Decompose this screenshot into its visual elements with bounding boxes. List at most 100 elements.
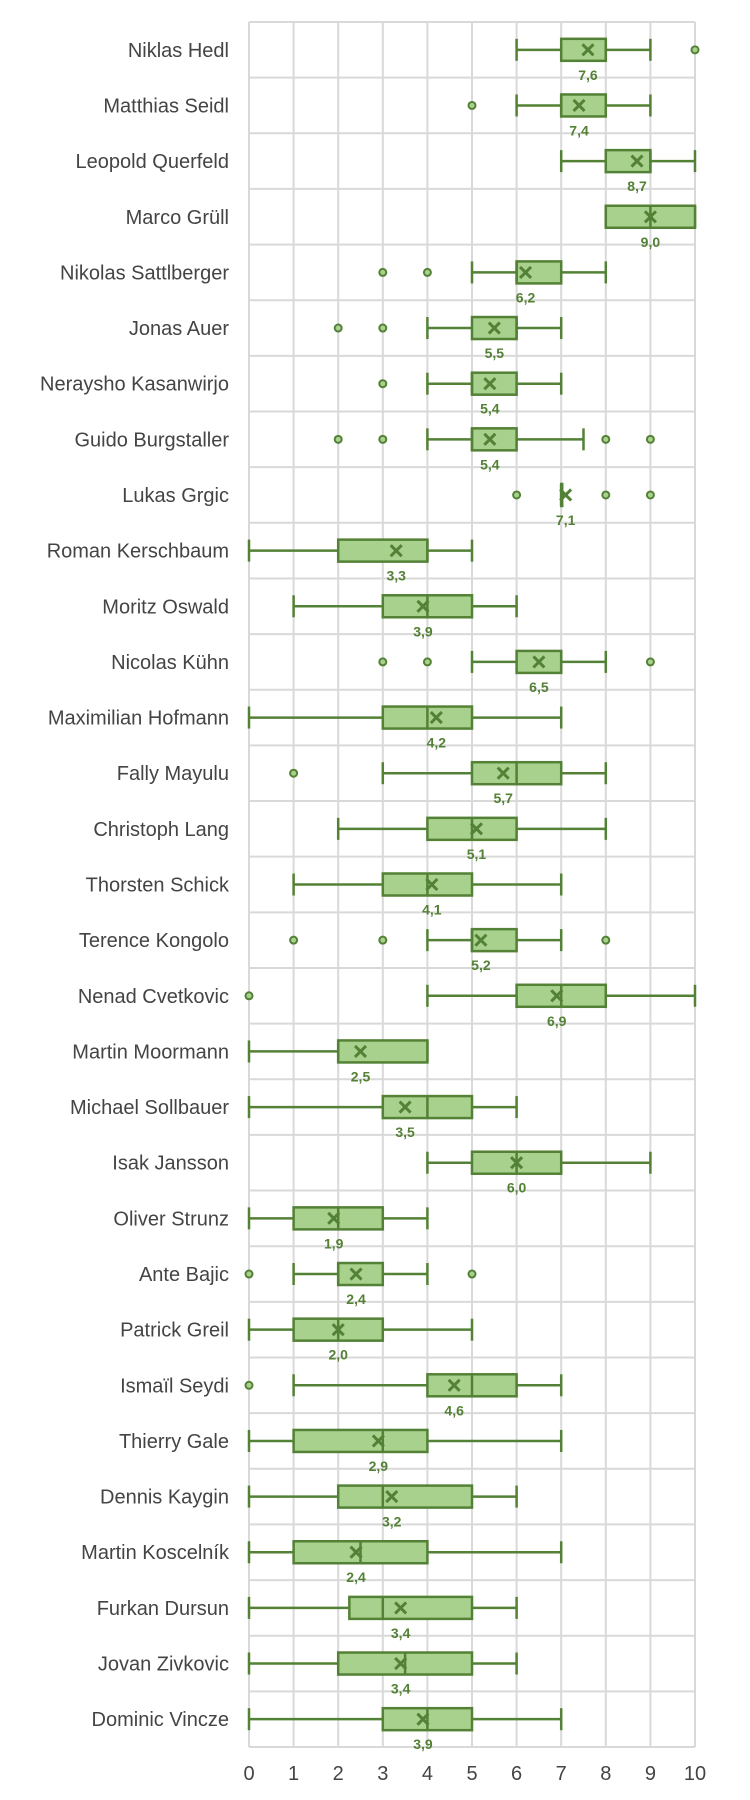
x-tick-label: 8: [600, 1763, 611, 1785]
outlier-point: [512, 490, 522, 500]
player-name-label: Jonas Auer: [129, 318, 229, 340]
iqr-box: [336, 538, 429, 563]
iqr-box: [515, 260, 563, 285]
mean-data-label: 1,9: [324, 1235, 344, 1251]
box-plot-row: 3,4: [247, 1595, 518, 1641]
mean-data-label: 3,4: [391, 1681, 411, 1697]
mean-data-label: 5,1: [467, 846, 487, 862]
box-plot-row: 3,9: [247, 1706, 563, 1752]
mean-marker: [630, 154, 644, 168]
mean-marker: [331, 1323, 345, 1337]
box-plot-row: 7,1: [512, 482, 655, 528]
player-name-label: Thierry Gale: [119, 1431, 229, 1453]
mean-data-label: 5,4: [480, 456, 500, 472]
outlier-point: [244, 1380, 254, 1390]
outlier-point: [645, 490, 655, 500]
box-plot-row: 2,0: [247, 1317, 474, 1363]
x-tick-label: 9: [645, 1763, 656, 1785]
mean-marker: [518, 265, 533, 279]
iqr-box: [470, 427, 518, 452]
box-plot-row: 5,7: [289, 760, 608, 806]
box-plot-row: 8,7: [559, 148, 697, 194]
mean-data-label: 2,4: [346, 1291, 366, 1307]
player-labels: Niklas Hedl Matthias Seidl Leopold Querfel…: [40, 40, 230, 1731]
box-plot-row: 5,4: [378, 371, 563, 417]
mean-marker: [550, 989, 564, 1003]
iqr-box: [604, 148, 652, 174]
outlier-point: [378, 434, 388, 444]
x-axis-ticks: 0 1 2 3 4 5 6 7 8 9 10: [243, 1763, 706, 1785]
mean-data-label: 4,1: [422, 902, 442, 918]
grid-layer: [248, 21, 696, 1748]
mean-marker: [474, 933, 488, 947]
mean-marker: [496, 766, 510, 780]
mean-data-label: 3,9: [413, 623, 433, 639]
box-plot-row: 6,0: [426, 1150, 652, 1196]
outlier-point: [645, 657, 655, 667]
iqr-box: [336, 1484, 474, 1509]
box-plot-row: 7,4: [467, 93, 652, 138]
mean-marker: [394, 1601, 408, 1615]
player-name-label: Neraysho Kasanwirjo: [40, 374, 229, 396]
player-name-label: Moritz Oswald: [102, 596, 229, 618]
outlier-point: [244, 991, 254, 1001]
mean-data-label: 5,7: [493, 790, 513, 806]
player-name-label: Maximilian Hofmann: [48, 708, 229, 730]
box-plot-row: 5,2: [289, 927, 611, 973]
player-name-label: Lukas Grgic: [122, 485, 229, 507]
iqr-box: [292, 1428, 429, 1454]
box-plot-row: 3,2: [247, 1484, 518, 1530]
iqr-box: [470, 371, 518, 396]
iqr-box: [559, 93, 608, 118]
player-name-label: Nenad Cvetkovic: [78, 986, 229, 1008]
mean-marker: [389, 544, 403, 558]
box-plot-row: 2,4: [247, 1539, 563, 1585]
outlier-point: [244, 1269, 254, 1279]
box-plot-row: 4,6: [244, 1373, 563, 1418]
mean-marker: [385, 1490, 399, 1504]
x-tick-label: 5: [466, 1763, 477, 1785]
box-plot-row: 2,5: [247, 1039, 429, 1084]
mean-data-label: 7,6: [578, 67, 598, 83]
player-name-label: Guido Burgstaller: [74, 429, 229, 451]
box-plot-row: 3,3: [247, 538, 474, 584]
box-plot-row: 7,6: [515, 37, 700, 83]
mean-data-label: 8,7: [627, 178, 647, 194]
boxes-layer: 7,6 7,4 8,7 9,0 6,2 5,5 5,4 5,4 7,1 3,3 3,9 6,5 4,2 5…: [244, 37, 700, 1752]
mean-marker: [532, 655, 546, 669]
x-tick-label: 7: [556, 1763, 567, 1785]
outlier-point: [601, 434, 611, 444]
mean-data-label: 3,2: [382, 1514, 402, 1530]
player-name-label: Dennis Kaygin: [100, 1487, 229, 1509]
player-name-label: Marco Grüll: [126, 207, 229, 229]
player-name-label: Isak Jansson: [112, 1153, 229, 1175]
mean-data-label: 2,0: [328, 1347, 348, 1363]
mean-data-label: 2,9: [369, 1458, 389, 1474]
box-plot-row: 3,5: [247, 1094, 518, 1140]
outlier-point: [467, 100, 477, 110]
mean-data-label: 6,5: [529, 679, 549, 695]
mean-marker: [371, 1434, 385, 1448]
outlier-point: [645, 434, 655, 444]
box-plot-row: 6,2: [378, 260, 608, 305]
mean-marker: [572, 98, 586, 113]
x-tick-label: 2: [333, 1763, 344, 1785]
player-name-label: Oliver Strunz: [113, 1208, 229, 1230]
mean-marker: [643, 210, 657, 224]
player-name-label: Roman Kerschbaum: [47, 541, 229, 563]
outlier-point: [333, 434, 343, 444]
mean-data-label: 5,4: [480, 401, 500, 417]
mean-data-label: 3,4: [391, 1625, 411, 1641]
mean-marker: [416, 1712, 430, 1726]
player-name-label: Christoph Lang: [93, 819, 229, 841]
box-plot-row: 3,9: [292, 594, 518, 639]
box-plot-row: 6,9: [244, 983, 697, 1029]
mean-marker: [425, 877, 439, 892]
player-name-label: Fally Mayulu: [117, 763, 229, 785]
mean-data-label: 4,6: [444, 1402, 464, 1418]
outlier-point: [690, 45, 700, 55]
outlier-point: [378, 323, 388, 333]
player-name-label: Matthias Seidl: [103, 95, 229, 117]
player-name-label: Terence Kongolo: [79, 930, 229, 952]
